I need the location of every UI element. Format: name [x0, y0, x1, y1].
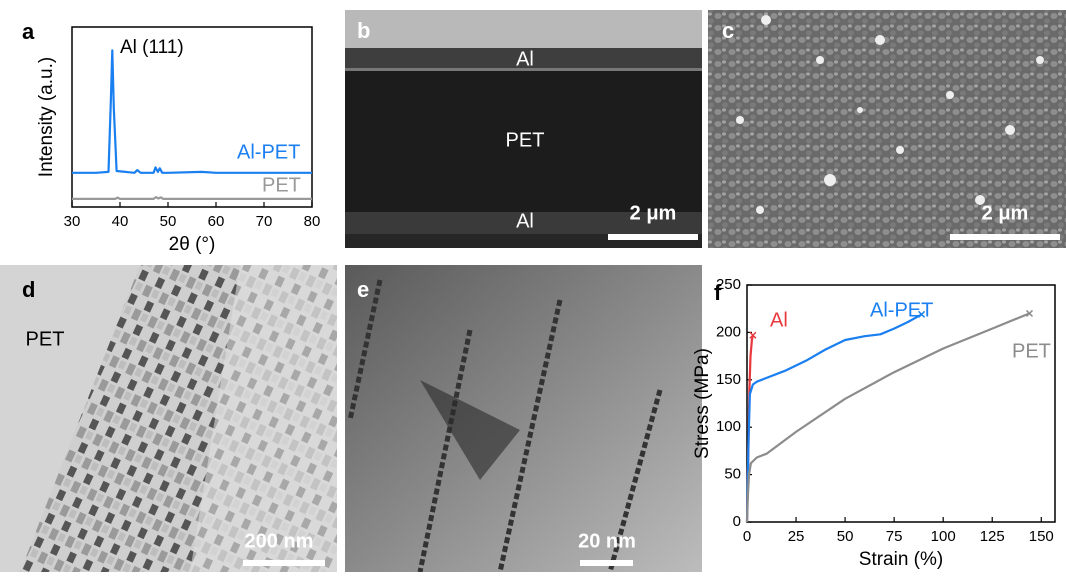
series-label: PET: [262, 174, 301, 196]
image-c: c 2 μm: [708, 10, 1066, 248]
y-tick-label: 250: [716, 276, 741, 293]
series-label: Al-PET: [237, 141, 300, 163]
layer-label: Al: [516, 48, 534, 70]
y-tick-label: 150: [716, 371, 741, 388]
series-line: [747, 313, 1030, 522]
x-tick-label: 70: [256, 213, 273, 230]
region-label: PET: [26, 328, 65, 350]
y-tick-label: 0: [733, 513, 741, 530]
panel-label: c: [722, 18, 734, 43]
panel-label: a: [22, 19, 35, 44]
image-b: b Al PET Al 2 μm: [345, 10, 702, 248]
figure: b Al PET Al 2 μm c 2 μm d PET 200 nm: [0, 0, 1066, 572]
x-tick-label: 60: [208, 213, 225, 230]
layer-label: PET: [506, 129, 545, 151]
annotation: Al (111): [120, 37, 184, 58]
panel-label: d: [22, 277, 35, 302]
image-d: d PET 200 nm: [0, 265, 337, 572]
x-tick-label: 150: [1029, 528, 1054, 545]
scale-bar: [580, 560, 633, 566]
y-axis-label: Stress (MPa): [692, 348, 713, 459]
scale-bar-label: 2 μm: [630, 202, 677, 224]
scale-bar-label: 20 nm: [578, 530, 636, 552]
image-e: e 20 nm: [345, 265, 702, 572]
scale-bar: [243, 560, 325, 566]
series-label: PET: [1012, 340, 1051, 362]
x-tick-label: 50: [160, 213, 177, 230]
x-tick-label: 100: [931, 528, 956, 545]
x-tick-label: 40: [112, 213, 129, 230]
x-tick-label: 0: [743, 528, 751, 545]
x-tick-label: 30: [64, 213, 81, 230]
series-line: [72, 197, 312, 199]
y-axis-label: Intensity (a.u.): [36, 57, 57, 177]
x-tick-label: 25: [788, 528, 805, 545]
x-tick-label: 50: [837, 528, 854, 545]
x-tick-label: 125: [980, 528, 1005, 545]
series-line: [747, 314, 922, 522]
panel-label: b: [357, 18, 370, 43]
y-tick-label: 100: [716, 418, 741, 435]
panel-label: e: [357, 277, 369, 302]
scale-bar-label: 200 nm: [245, 530, 314, 552]
y-tick-label: 50: [724, 466, 741, 483]
x-tick-label: 80: [304, 213, 321, 230]
chart: 0 25 50 75 100 125 150 0 50 100 150 200 250 Strain (%…: [692, 276, 1055, 570]
layer-label: Al: [516, 210, 534, 232]
chart: 30 40 50 60 70 80 2θ (°) Intensity (a.u.) Al (11…: [36, 27, 320, 255]
scale-bar: [950, 234, 1060, 240]
scale-bar: [608, 234, 698, 240]
scale-bar-label: 2 μm: [982, 202, 1029, 224]
x-axis-label: Strain (%): [859, 549, 943, 570]
x-axis-label: 2θ (°): [169, 234, 216, 255]
x-tick-label: 75: [886, 528, 903, 545]
y-tick-label: 200: [716, 323, 741, 340]
series-label: Al: [770, 309, 788, 331]
series-label: Al-PET: [870, 299, 933, 321]
